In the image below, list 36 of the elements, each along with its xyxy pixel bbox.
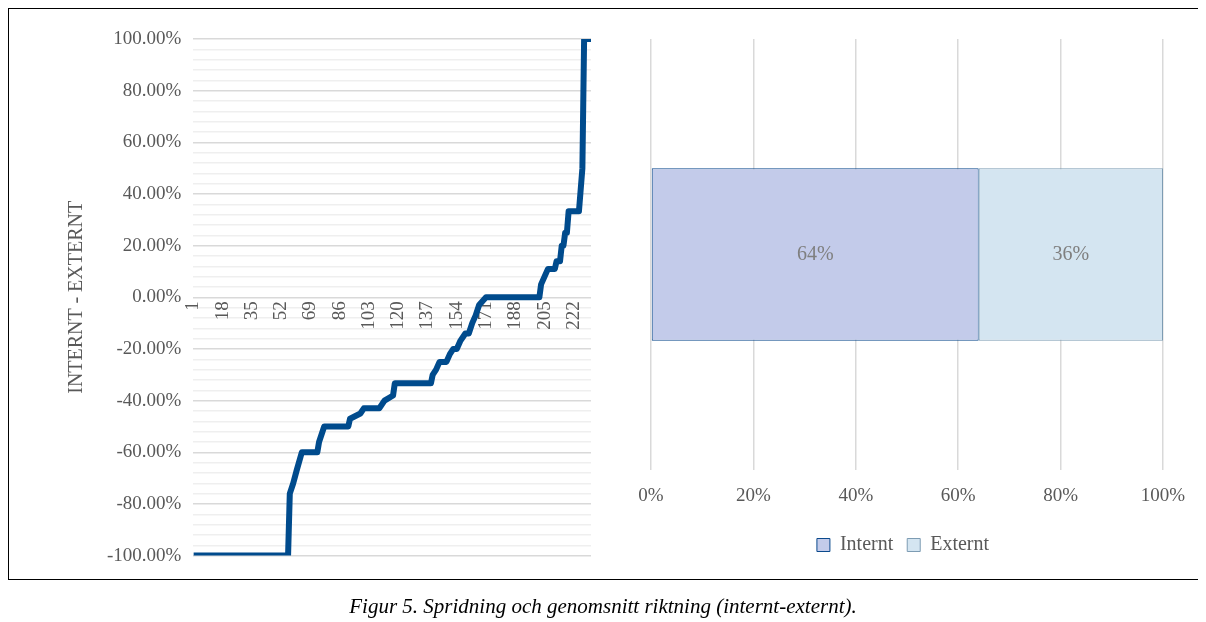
y-tick-label: -40.00% [116, 388, 182, 410]
legend-label: Internt [839, 532, 894, 555]
x-tick-label: 69 [298, 301, 320, 321]
y-tick-label: -80.00% [116, 491, 182, 513]
x-tick-label: 120 [386, 301, 408, 330]
data-label: 64% [796, 241, 834, 264]
y-tick-label: 20.00% [122, 233, 182, 255]
y-tick-label: 100.00% [113, 26, 182, 48]
x-tick-label: 35 [239, 301, 261, 321]
x-tick-label: 154 [444, 300, 466, 330]
y-tick-label: 0.00% [132, 285, 182, 307]
x-tick-label: 0% [638, 483, 664, 505]
y-tick-label: 80.00% [122, 78, 182, 100]
x-tick-label: 20% [735, 483, 771, 505]
text: Figur 5. Spridning och genomsnitt riktning (internt-externt). [349, 594, 857, 618]
x-tick-label: 1 [181, 301, 203, 311]
x-tick-label: 222 [561, 301, 583, 330]
data-label: 36% [1052, 241, 1090, 264]
x-tick-label: 205 [532, 301, 554, 330]
legend-label: Externt [930, 532, 990, 555]
x-tick-label: 137 [415, 301, 437, 330]
x-tick-label: 86 [327, 301, 349, 321]
y-tick-label: -60.00% [116, 440, 182, 462]
x-tick-label: 188 [503, 301, 525, 330]
y-axis-title: INTERNT - EXTERNT [64, 200, 87, 394]
x-tick-label: 103 [356, 301, 378, 330]
y-tick-label: -20.00% [116, 336, 182, 358]
x-tick-label: 18 [210, 301, 232, 321]
x-tick-label: 40% [838, 483, 874, 505]
x-tick-label: 60% [940, 483, 976, 505]
y-tick-label: 40.00% [122, 181, 182, 203]
x-tick-label: 100% [1140, 483, 1186, 505]
y-tick-label: -100.00% [107, 543, 182, 565]
x-tick-label: 52 [269, 301, 291, 321]
y-tick-label: 60.00% [122, 130, 182, 152]
x-tick-label: 80% [1043, 483, 1079, 505]
